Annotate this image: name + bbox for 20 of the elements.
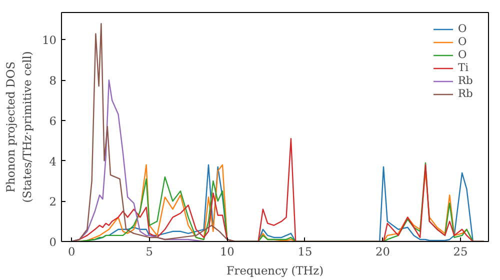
legend-label: Ti xyxy=(458,61,470,74)
x-tick-label: 20 xyxy=(376,244,390,258)
x-tick-label: 10 xyxy=(220,244,234,258)
x-tick-label: 15 xyxy=(298,244,312,258)
x-tick-label: 5 xyxy=(146,244,154,258)
y-tick-label: 4 xyxy=(49,154,57,168)
y-tick-label: 10 xyxy=(42,33,57,48)
legend-label: O xyxy=(458,22,468,35)
y-tick-label: 6 xyxy=(49,114,57,128)
x-tick-label: 0 xyxy=(68,244,76,258)
legend-label: O xyxy=(458,35,468,48)
legend-label: Rb xyxy=(458,87,474,100)
legend-label: O xyxy=(458,48,468,61)
y-tick-label: 0 xyxy=(49,235,57,249)
x-tick-label: 25 xyxy=(453,244,468,258)
y-tick-label: 8 xyxy=(49,74,57,88)
legend-label: Rb xyxy=(458,74,474,87)
y-tick-label: 2 xyxy=(49,194,57,209)
y-axis-title: Phonon projected DOS (States/THz·primitive cell) xyxy=(3,51,34,203)
x-axis-title: Frequency (THz) xyxy=(226,264,324,278)
